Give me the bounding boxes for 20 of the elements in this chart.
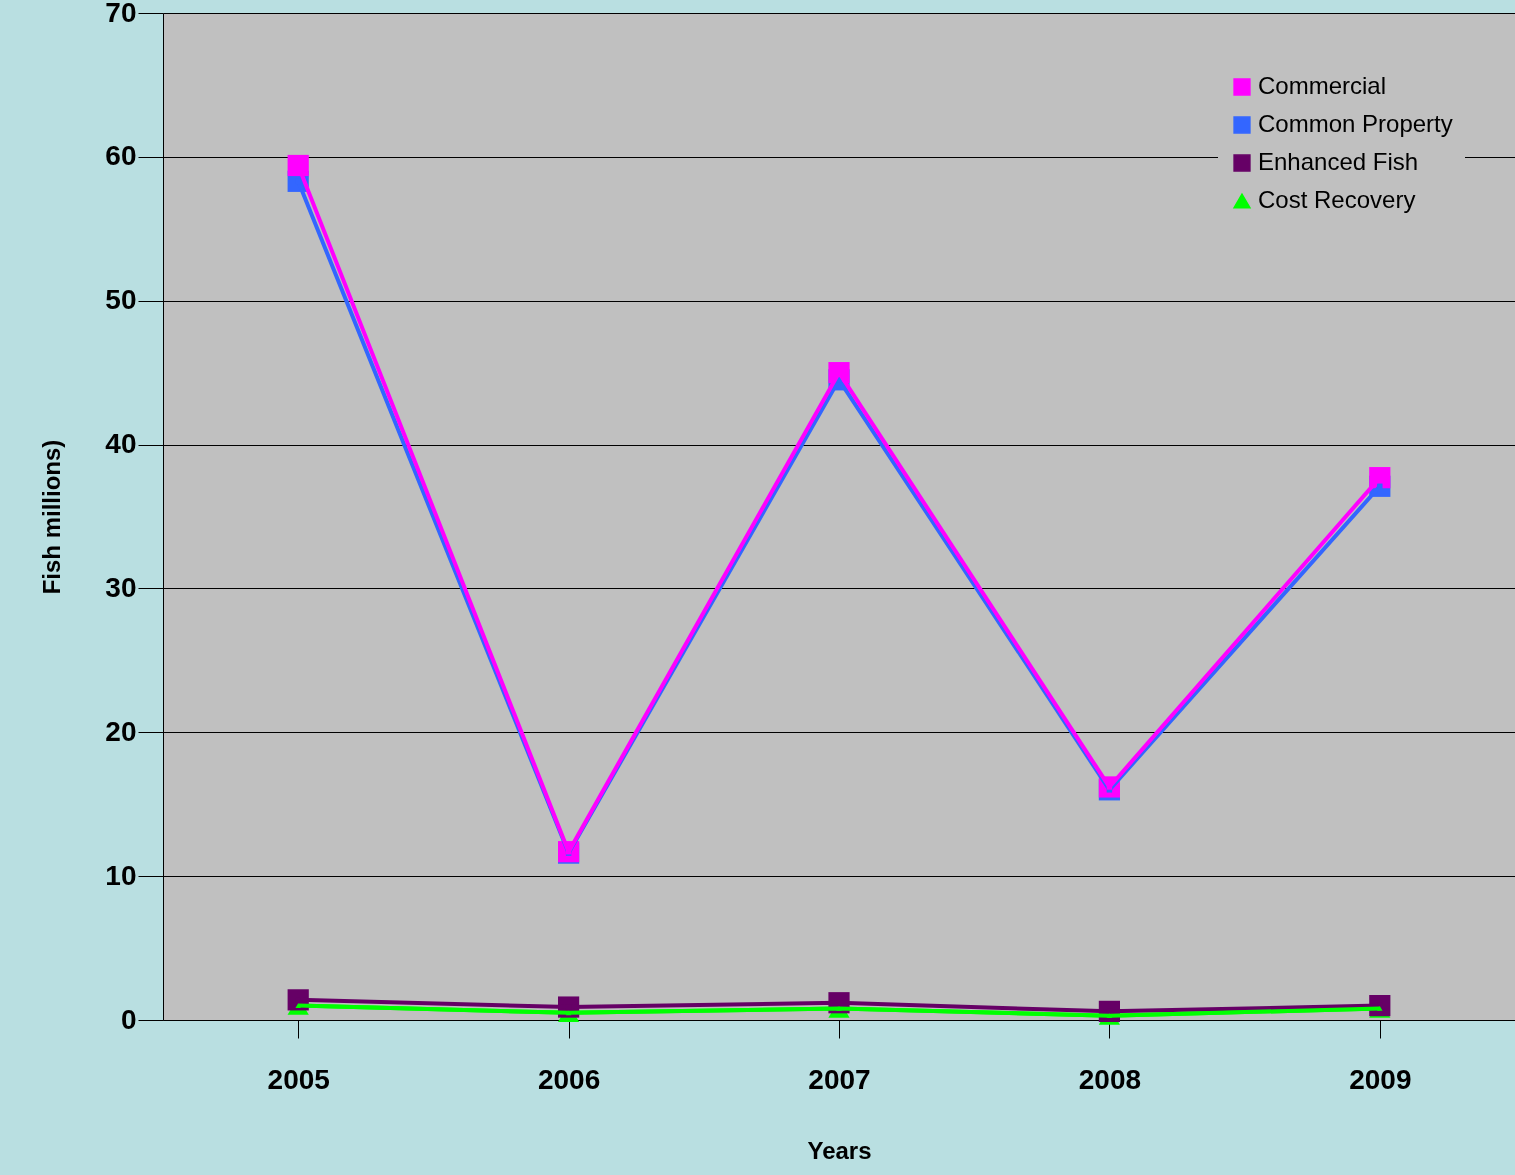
y-tick-label: 30 <box>105 571 137 603</box>
legend-label: Commercial <box>1258 72 1387 99</box>
y-axis-title: Fish millions) <box>38 439 66 595</box>
y-tick-label: 10 <box>105 859 137 891</box>
y-tick-label: 70 <box>105 0 137 28</box>
y-tick-label: 20 <box>105 715 137 747</box>
x-tick-label: 2009 <box>1349 1063 1412 1095</box>
y-tick-label: 40 <box>105 428 137 460</box>
y-tick-label: 60 <box>105 140 137 172</box>
y-tick-label: 0 <box>120 1003 137 1035</box>
x-axis-title: Years <box>807 1136 872 1164</box>
legend-label: Cost Recovery <box>1258 186 1416 213</box>
y-tick-label: 50 <box>105 284 137 316</box>
legend-label: Enhanced Fish <box>1258 148 1419 175</box>
x-tick-label: 2008 <box>1078 1063 1142 1095</box>
legend-label: Common Property <box>1258 110 1453 137</box>
x-tick-label: 2006 <box>537 1063 601 1095</box>
point <box>287 154 309 177</box>
x-tick-label: 2005 <box>267 1063 330 1095</box>
x-tick-label: 2007 <box>808 1063 871 1095</box>
